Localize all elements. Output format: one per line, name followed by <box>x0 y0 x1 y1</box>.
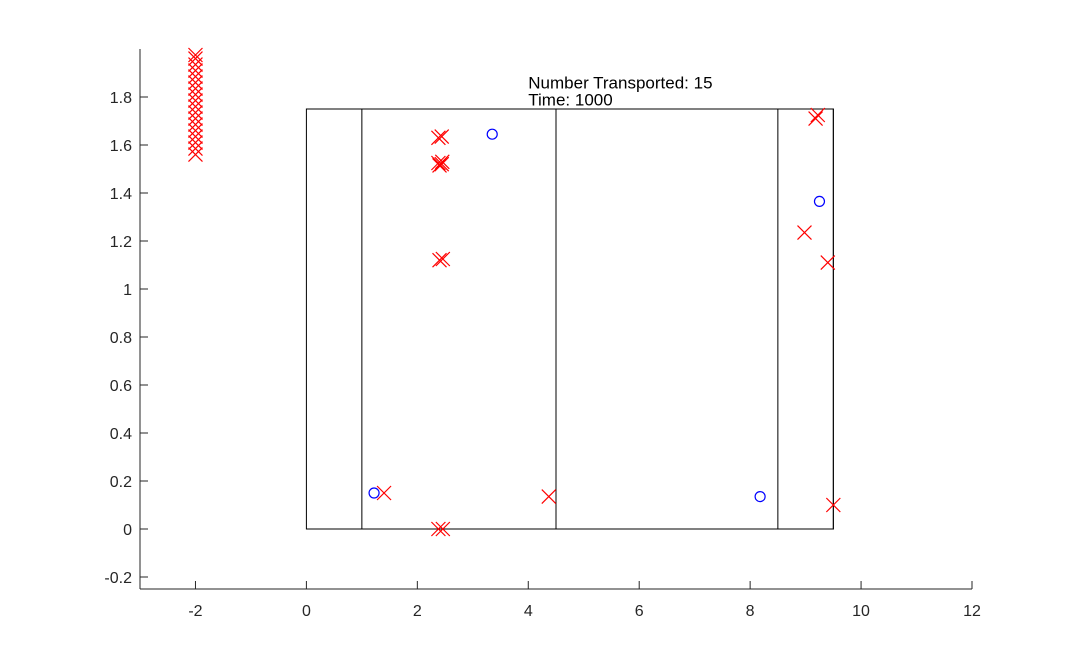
cross-marker <box>188 69 203 85</box>
x-tick-label: 8 <box>746 603 755 620</box>
y-tick-label: 0.4 <box>110 426 132 443</box>
cross-marker <box>376 485 392 501</box>
cross-marker <box>188 147 203 163</box>
circle-marker <box>486 128 498 140</box>
cross-marker <box>188 117 203 133</box>
x-tick-label: 12 <box>963 603 981 620</box>
cross-marker <box>188 123 203 139</box>
axes: -2 0 2 4 6 8 10 12 -0.2 0 0.2 0.4 0.6 0.8 1 1.2 1.4 1.6 1.… <box>104 49 981 620</box>
cross-marker <box>435 521 451 537</box>
cross-marker <box>820 255 836 271</box>
cross-marker <box>432 157 447 173</box>
circle-marker <box>754 491 766 503</box>
circle-marker <box>813 195 826 207</box>
cross-marker <box>430 155 446 171</box>
circle-marker <box>368 487 380 499</box>
cross-marker <box>188 63 203 79</box>
cross-marker <box>810 107 826 123</box>
y-tick-label: 1.8 <box>110 90 132 107</box>
cross-marker <box>808 111 824 127</box>
cross-marker <box>430 130 446 146</box>
y-tick-label: 1.2 <box>110 234 132 251</box>
y-tick-label: -0.2 <box>104 570 132 587</box>
x-tick-label: 10 <box>852 603 870 620</box>
cross-marker <box>188 99 203 115</box>
cross-marker <box>188 129 203 145</box>
x-tick-label: 4 <box>524 603 533 620</box>
y-tick-label: 1.6 <box>110 138 132 155</box>
cross-marker <box>434 129 450 145</box>
y-tick-label: 1 <box>123 282 132 299</box>
annotation-time: Time: 1000 <box>528 90 612 109</box>
x-tick-label: 0 <box>302 603 311 620</box>
x-tick-label: 6 <box>635 603 644 620</box>
region-box-0 <box>305 108 834 530</box>
data-marks <box>188 47 841 537</box>
cross-marker <box>188 81 203 97</box>
y-tick-label: 0.6 <box>110 378 132 395</box>
cross-marker <box>188 93 203 109</box>
region-boxes <box>305 108 834 530</box>
cross-marker <box>797 225 812 241</box>
y-tick-label: 0.8 <box>110 330 132 347</box>
annotation-number-transported: Number Transported: 15 <box>528 74 712 93</box>
cross-marker <box>825 497 841 513</box>
cross-marker <box>188 75 203 91</box>
cross-marker <box>432 252 447 268</box>
cross-marker <box>188 87 203 103</box>
cross-marker <box>188 51 203 67</box>
cross-marker <box>435 251 451 267</box>
cross-marker <box>188 141 203 157</box>
x-tick-label: -2 <box>188 603 202 620</box>
cross-marker <box>430 521 446 537</box>
x-tick-label: 2 <box>413 603 422 620</box>
y-tick-label: 0.2 <box>110 474 132 491</box>
region-box-1 <box>361 108 557 530</box>
cross-marker <box>541 489 557 505</box>
y-tick-label: 1.4 <box>110 186 132 203</box>
region-box-2 <box>777 108 834 530</box>
cross-marker <box>188 105 203 121</box>
cross-marker <box>188 47 203 63</box>
cross-marker <box>434 156 450 172</box>
cross-marker <box>188 135 203 151</box>
y-tick-label: 0 <box>123 522 132 539</box>
cross-marker <box>188 111 203 127</box>
annotations: Number Transported: 15 Time: 1000 <box>528 74 712 110</box>
